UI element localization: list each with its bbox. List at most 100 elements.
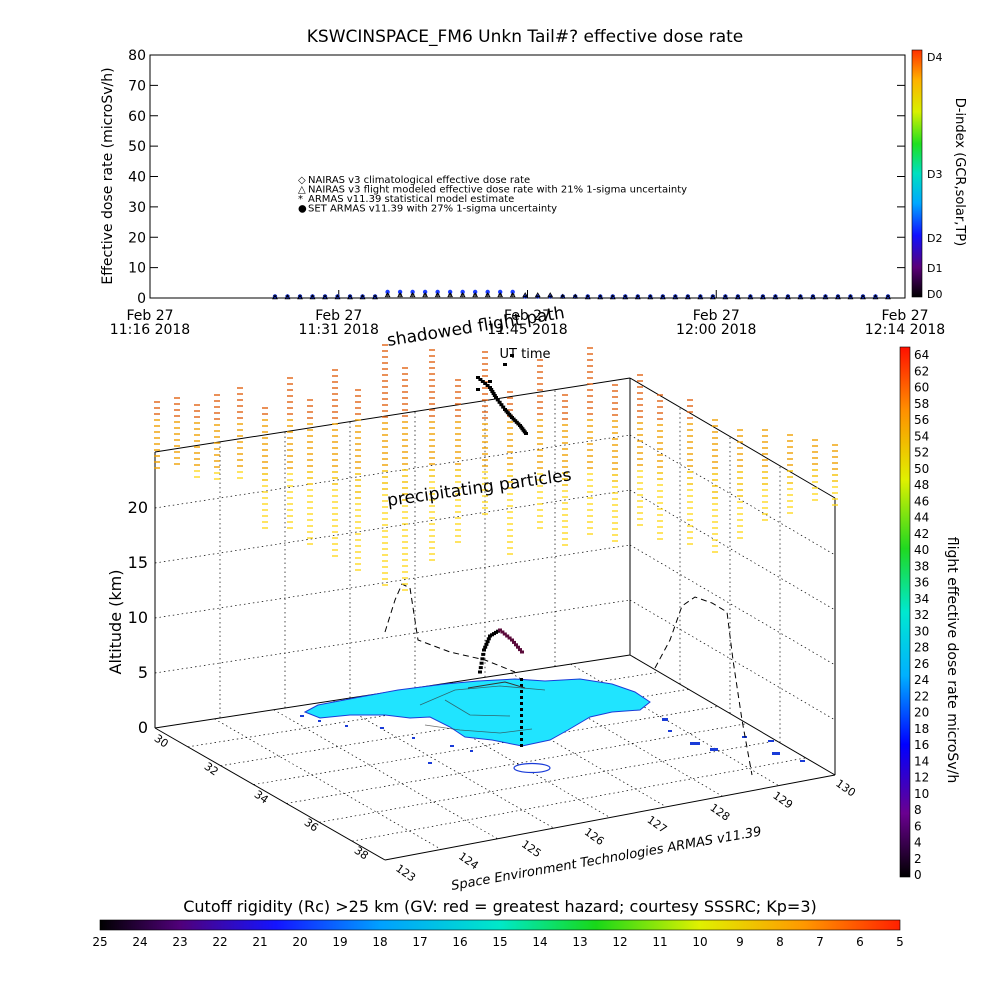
flight-path-point <box>518 648 522 652</box>
flight-path-point <box>516 422 521 426</box>
armas-point <box>573 294 578 299</box>
land-borders <box>419 685 546 734</box>
dose-rate-tick-label: 28 <box>914 641 929 655</box>
dose-rate-tick-label: 14 <box>914 754 929 768</box>
flight-path-point <box>480 657 485 661</box>
3d-box-frame <box>154 377 836 861</box>
armas-model-point: * <box>535 294 540 304</box>
nairas-flight-point <box>659 294 666 300</box>
armas-model-point: * <box>485 292 490 302</box>
longitude-tick-label: 130 <box>833 777 858 800</box>
nairas-flight-point <box>459 292 466 298</box>
dose-rate-tick-label: 64 <box>914 348 929 362</box>
flight-path-point <box>521 428 526 432</box>
top-chart-title: KSWCINSPACE_FM6 Unkn Tail#? effective do… <box>307 27 744 47</box>
flight-path-point <box>514 643 518 647</box>
dose-rate-tick-label: 26 <box>914 657 929 671</box>
flight-path-point <box>497 400 502 404</box>
top-x-tick-time: 11:16 2018 <box>110 322 190 338</box>
latitude-tick-label: 32 <box>202 760 221 779</box>
cutoff-rigidity-tick-label: 13 <box>572 935 587 949</box>
longitude-tick-label: 123 <box>393 862 418 885</box>
flight-path-point <box>479 661 484 665</box>
nairas-flight-point <box>559 293 566 299</box>
nairas-flight-point <box>484 292 491 298</box>
altitude-tick-label: 10 <box>128 608 148 627</box>
flight-path-point <box>510 354 514 357</box>
d-index-colorbar <box>911 49 923 298</box>
nairas-flight-point <box>272 294 278 300</box>
credit-text: Space Environment Technologies ARMAS v11… <box>450 825 763 894</box>
altitude-tick-label: 0 <box>138 718 148 737</box>
nairas-flight-point <box>734 294 741 300</box>
nairas-flight-point <box>522 292 529 298</box>
cutoff-rigidity-tick-label: 10 <box>692 935 707 949</box>
dose-rate-tick-label: 38 <box>914 559 929 573</box>
nairas-flight-point <box>697 294 704 300</box>
dose-rate-tick-label: 12 <box>914 771 929 785</box>
flight-path-point <box>478 666 483 670</box>
nairas-flight-point <box>885 294 891 300</box>
longitude-tick-label: 129 <box>770 789 795 812</box>
cutoff-rigidity-tick-label: 11 <box>652 935 667 949</box>
flight-ground-track <box>467 681 526 689</box>
flight-path-point <box>501 405 506 409</box>
altitude-profile-projections <box>384 583 753 776</box>
flight-path-point <box>520 650 524 654</box>
armas-model-point: * <box>510 292 515 302</box>
top-y-tick-label: 20 <box>128 230 146 246</box>
nairas-flight-point <box>584 294 591 300</box>
legend-entry: NAIRAS v3 climatological effective dose … <box>308 175 530 186</box>
annotation-shadowed-flight-path: shadowed flight path <box>386 303 566 351</box>
dose-rate-tick-label: 62 <box>914 364 929 378</box>
top-x-tick-time: 12:00 2018 <box>676 322 756 338</box>
cutoff-rigidity-tick-label: 25 <box>92 935 107 949</box>
flight-path-point <box>499 403 504 407</box>
flight-path-point <box>488 380 492 383</box>
top-y-axis: 0 10 20 30 40 50 60 70 80 <box>128 48 905 307</box>
nairas-flight-point <box>872 294 879 300</box>
nairas-flight-point <box>597 294 604 300</box>
nairas-flight-point <box>672 294 679 300</box>
nairas-flight-point <box>497 292 504 298</box>
nairas-flight-point <box>434 292 441 298</box>
nairas-flight-point <box>509 292 516 298</box>
dose-rate-tick-label: 34 <box>914 592 929 606</box>
jeju-island <box>513 762 551 774</box>
land-mass-korea <box>303 678 651 747</box>
longitude-tick-label: 126 <box>582 825 607 848</box>
armas-model-point: * <box>523 294 528 304</box>
legend-marker: ◇ <box>298 175 306 186</box>
top-x-tick-date: Feb 27 <box>693 308 740 324</box>
dose-rate-tick-label: 8 <box>914 803 922 817</box>
flight-path-point <box>478 670 482 674</box>
dose-rate-tick-label: 60 <box>914 381 929 395</box>
flight-path-point <box>508 414 513 418</box>
cutoff-rigidity-tick-label: 23 <box>172 935 187 949</box>
top-x-tick-date: Feb 27 <box>504 308 551 324</box>
flight-path-projection-point <box>520 714 523 717</box>
flight-path-point <box>482 648 486 652</box>
flight-path-point <box>483 382 488 385</box>
dose-rate-colorbar-label: flight effective dose rate microSv/h <box>944 537 960 783</box>
flight-path-point <box>512 640 516 644</box>
flight-path-point <box>489 388 494 391</box>
top-y-tick-label: 60 <box>128 109 146 125</box>
top-x-axis-label: UT time <box>500 347 551 362</box>
d-index-colorbar-ticks: D0 D1 D2 D3 D4 <box>927 51 942 301</box>
flight-path-projection-point <box>520 738 523 741</box>
flight-path-point <box>503 408 507 411</box>
top-y-tick-label: 80 <box>128 48 146 64</box>
3d-longitude-axis: 123 124 125 126 127 128 129 130 <box>393 777 858 885</box>
nairas-flight-point <box>422 292 429 298</box>
flight-path-point <box>507 636 512 640</box>
nairas-flight-point <box>384 292 391 298</box>
precipitating-particles-marks <box>154 344 838 591</box>
armas-model-point: * <box>385 292 390 302</box>
dose-rate-tick-label: 56 <box>914 413 929 427</box>
top-y-tick-label: 40 <box>128 170 146 186</box>
flight-path-point <box>522 430 527 434</box>
flight-path-point <box>480 380 485 383</box>
dose-rate-tick-label: 20 <box>914 706 929 720</box>
